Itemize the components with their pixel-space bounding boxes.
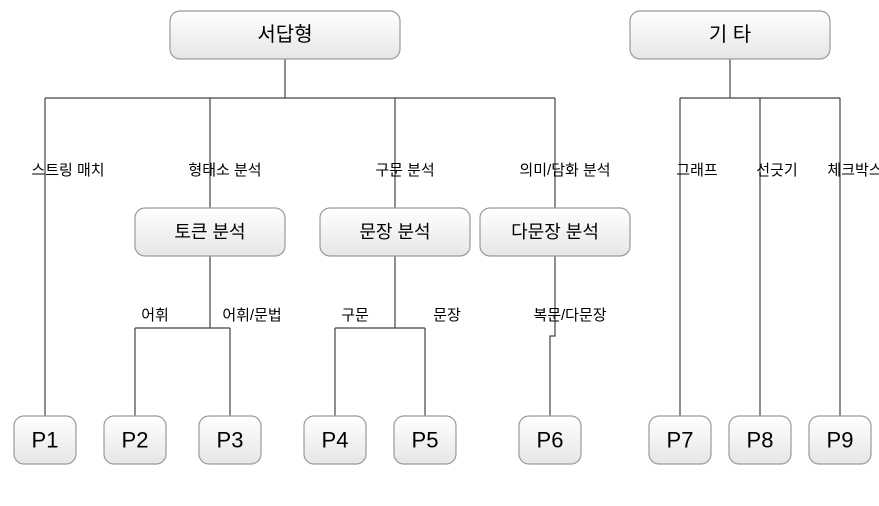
edge-label: 구문 분석 (375, 162, 434, 179)
node-label: 문장 분석 (359, 222, 430, 242)
node-label: P2 (122, 428, 149, 453)
node-label: 서답형 (257, 23, 312, 46)
node-label: P4 (322, 428, 349, 453)
node-p7: P7 (649, 416, 711, 464)
edge-label: 그래프 (676, 162, 718, 179)
edge-label: 체크박스 (827, 162, 879, 179)
node-p9: P9 (809, 416, 871, 464)
node-p1: P1 (14, 416, 76, 464)
node-mid_sent: 문장 분석 (320, 208, 470, 256)
edge-label: 스트링 매치 (31, 162, 104, 179)
node-label: 토큰 분석 (174, 222, 245, 242)
edge-label: 의미/담화 분석 (519, 162, 610, 179)
node-label: P6 (537, 428, 564, 453)
node-label: P1 (32, 428, 59, 453)
node-label: 기 타 (709, 23, 751, 46)
node-p2: P2 (104, 416, 166, 464)
node-label: P9 (827, 428, 854, 453)
edge-label: 어휘/문법 (222, 307, 281, 324)
tree-diagram: 서답형 기 타토큰 분석 문장 분석 다문장 분석 P1 P2 P3 P4 P5 P6 P7 P8 P9… (0, 0, 879, 506)
node-p4: P4 (304, 416, 366, 464)
node-p8: P8 (729, 416, 791, 464)
node-label: P7 (667, 428, 694, 453)
node-p3: P3 (199, 416, 261, 464)
node-root_right: 기 타 (630, 11, 830, 59)
node-label: P5 (412, 428, 439, 453)
node-root_left: 서답형 (170, 11, 400, 59)
edge-label: 구문 (341, 307, 369, 324)
node-mid_multi: 다문장 분석 (480, 208, 630, 256)
node-label: 다문장 분석 (511, 222, 599, 242)
edge-label: 선긋기 (756, 162, 797, 179)
node-p6: P6 (519, 416, 581, 464)
edge-label: 형태소 분석 (188, 162, 261, 179)
node-label: P3 (217, 428, 244, 453)
edge-label: 문장 (433, 307, 461, 324)
edge-label: 복문/다문장 (533, 307, 606, 324)
node-label: P8 (747, 428, 774, 453)
node-mid_token: 토큰 분석 (135, 208, 285, 256)
edge-label: 어휘 (141, 307, 169, 324)
node-p5: P5 (394, 416, 456, 464)
